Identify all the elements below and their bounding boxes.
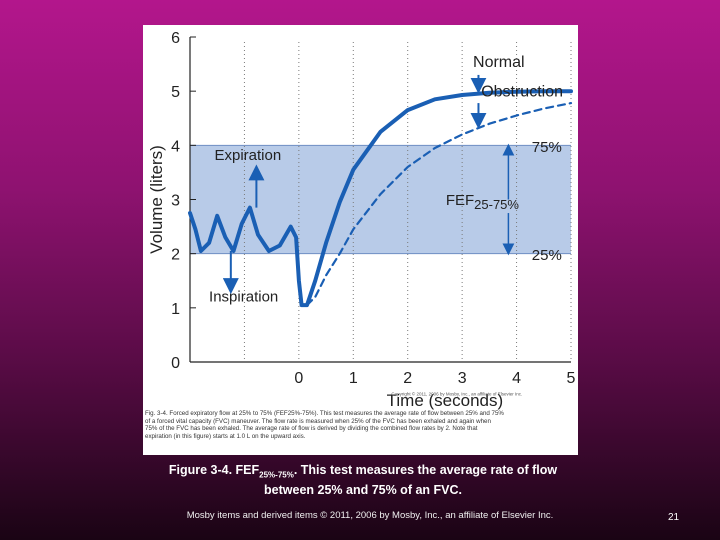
inspiration-label: Inspiration bbox=[209, 288, 278, 305]
x-tick-label: 4 bbox=[512, 370, 521, 387]
y-tick-label: 1 bbox=[171, 301, 180, 318]
obstruction-series-line bbox=[305, 102, 573, 307]
caption-rest: . This test measures the average rate of… bbox=[293, 463, 558, 477]
normal-series-line bbox=[188, 89, 573, 308]
caption-subscript: 25%-75% bbox=[259, 470, 294, 480]
figure-panel: 0 1 2 3 4 5 6 0 1 2 3 4 5 Time (seconds) Volume (liter… bbox=[143, 25, 578, 455]
caption-prefix: Figure 3-4. FEF bbox=[168, 463, 260, 477]
chart: 0 1 2 3 4 5 6 0 1 2 3 4 5 Time (seconds) Volume (liter… bbox=[147, 30, 576, 410]
y-tick-label: 2 bbox=[171, 247, 180, 264]
normal-label: Normal bbox=[473, 54, 525, 71]
y-tick-label: 0 bbox=[171, 355, 180, 372]
figure-copyright: Copyright © 2011, 2006 by Mosby, Inc., a… bbox=[391, 391, 522, 397]
fef-band bbox=[190, 145, 571, 254]
caption-line-2: between 25% and 75% of an FVC. bbox=[264, 482, 462, 497]
pct25-label: 25% bbox=[532, 247, 562, 264]
expiration-label: Expiration bbox=[214, 147, 281, 164]
figure-note-line: expiration (in this figure) starts at 1.… bbox=[145, 432, 306, 440]
y-axis-label: Volume (liters) bbox=[147, 145, 166, 254]
pct75-label: 75% bbox=[532, 139, 562, 156]
figure-note: Fig. 3-4. Forced expiratory flow at 25% … bbox=[145, 410, 575, 440]
x-axis-label: Time (seconds) bbox=[387, 391, 504, 410]
figure-note-line: Fig. 3-4. Forced expiratory flow at 25% … bbox=[145, 410, 504, 417]
y-tick-label: 6 bbox=[171, 30, 180, 47]
figure-note-line: 75% of the FVC has been exhaled. The ave… bbox=[145, 425, 478, 433]
figure-note-line: of a forced vital capacity (FVC) maneuve… bbox=[145, 417, 491, 425]
x-tick-label: 2 bbox=[403, 370, 412, 387]
obstruction-label: Obstruction bbox=[481, 84, 563, 101]
y-tick-label: 4 bbox=[171, 138, 180, 155]
fef-label: FEF25-75% bbox=[446, 192, 520, 212]
y-tick-label: 3 bbox=[171, 193, 180, 210]
x-tick-label: 1 bbox=[349, 370, 358, 387]
x-tick-label: 3 bbox=[458, 370, 467, 387]
slide-caption: Figure 3-4. FEF25%-75%. This test measur… bbox=[143, 463, 583, 498]
x-tick-label: 5 bbox=[567, 370, 576, 387]
copyright-text: Mosby items and derived items © 2011, 20… bbox=[186, 510, 554, 521]
y-tick-label: 5 bbox=[171, 84, 180, 101]
slide-number: 21 bbox=[668, 512, 680, 523]
x-tick-label: 0 bbox=[294, 370, 303, 387]
